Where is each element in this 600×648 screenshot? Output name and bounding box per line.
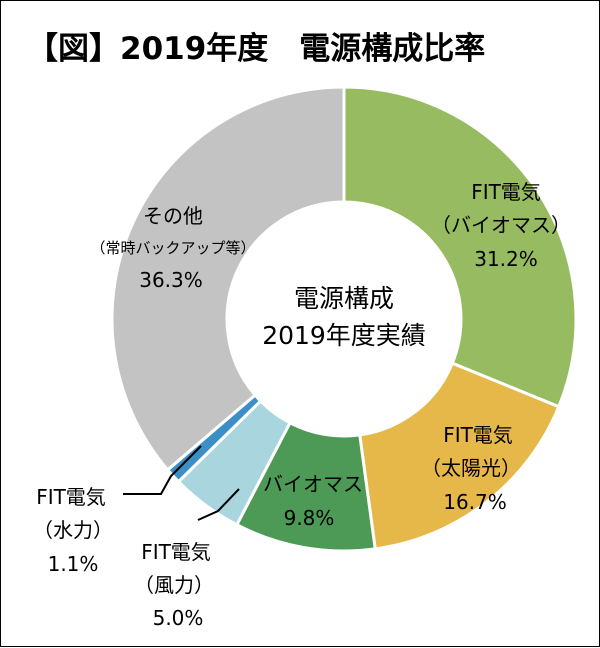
slice-label-hydro-line-1: FIT電気 bbox=[36, 485, 106, 509]
slice-label-hydro-line-2: （水力） bbox=[33, 518, 113, 542]
donut-slice-other bbox=[110, 85, 346, 472]
leader-line-wind bbox=[197, 488, 240, 521]
donut-slice-solar bbox=[358, 361, 561, 551]
slice-label-solar-line-1: FIT電気 bbox=[443, 423, 513, 447]
slice-value-biomass-fit: 31.2% bbox=[474, 247, 538, 271]
chart-title: 【図】2019年度 電源構成比率 bbox=[27, 31, 486, 67]
slice-value-solar: 16.7% bbox=[443, 490, 507, 514]
slice-label-solar-line-2: （太陽光） bbox=[421, 456, 521, 480]
slice-value-hydro: 1.1% bbox=[48, 552, 99, 576]
slice-value-wind: 5.0% bbox=[153, 606, 204, 630]
slice-label-biomass-fit-line-2: （バイオマス） bbox=[431, 213, 571, 237]
slice-label-other-line-1: その他 bbox=[143, 204, 203, 228]
slice-label-biomass: バイオマス bbox=[263, 472, 363, 496]
slice-label-wind-line-1: FIT電気 bbox=[141, 540, 211, 564]
leader-line-hydro bbox=[123, 445, 202, 495]
slice-label-biomass-fit-line-1: FIT電気 bbox=[471, 180, 541, 204]
slice-value-biomass: 9.8% bbox=[284, 506, 335, 530]
slice-label-wind-line-2: （風力） bbox=[134, 573, 214, 597]
slice-value-other: 36.3% bbox=[139, 268, 203, 292]
donut-slice-biomass-fit bbox=[342, 85, 578, 409]
slice-group bbox=[110, 85, 578, 553]
slice-label-other-line-2: （常時バックアップ等） bbox=[90, 239, 255, 257]
center-label-line-1: 電源構成 bbox=[294, 284, 394, 313]
center-label-line-2: 2019年度実績 bbox=[262, 321, 426, 350]
